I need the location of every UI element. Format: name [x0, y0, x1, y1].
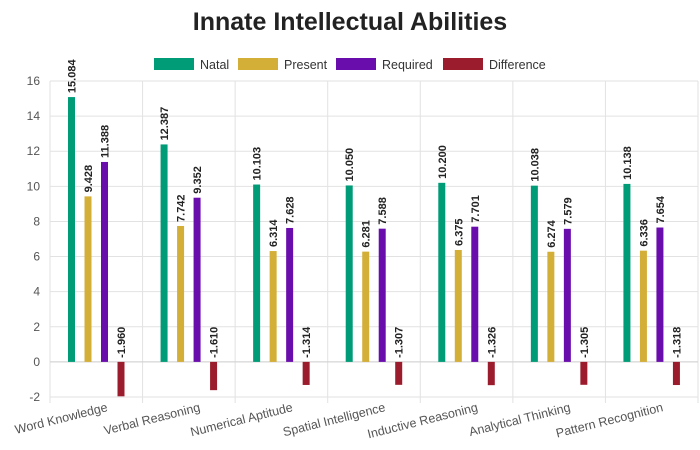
bar-present: [639, 250, 647, 362]
bar-required: [656, 227, 664, 362]
data-label: -1.305: [579, 327, 591, 358]
data-label: 7.588: [377, 197, 389, 225]
bar-difference: [672, 361, 680, 386]
data-label: -1.318: [671, 327, 683, 358]
y-tick-label: 14: [27, 109, 41, 123]
bar-difference: [210, 361, 218, 391]
data-label: 10.200: [437, 145, 449, 179]
data-label: 6.375: [453, 218, 465, 246]
y-tick-label: 2: [33, 320, 40, 334]
bar-natal: [68, 97, 75, 362]
bar-required: [378, 228, 386, 362]
legend-label-difference[interactable]: Difference: [489, 58, 546, 72]
bar-natal: [623, 183, 631, 362]
data-label: 7.701: [470, 195, 482, 223]
bar-natal: [160, 144, 168, 362]
data-label: 6.314: [268, 219, 280, 247]
x-tick-label: Pattern Recognition: [555, 400, 665, 440]
bar-difference: [487, 361, 495, 386]
bar-present: [547, 251, 555, 362]
x-tick-label: Verbal Reasoning: [102, 400, 201, 437]
data-label: 10.038: [529, 148, 541, 182]
bar-required: [471, 226, 479, 362]
data-label: 7.654: [655, 195, 667, 223]
bar-difference: [580, 361, 588, 385]
data-label: -1.307: [394, 327, 406, 358]
bar-present: [454, 249, 462, 362]
x-tick-label: Numerical Aptitude: [189, 400, 294, 439]
bar-present: [177, 225, 185, 362]
bar-present: [84, 196, 92, 362]
bar-present: [362, 251, 370, 362]
data-label: 10.138: [622, 146, 634, 180]
legend: Natal Present Required Difference: [154, 58, 546, 72]
data-label: 6.336: [638, 219, 650, 247]
data-label: 12.387: [159, 107, 171, 141]
data-label: 10.050: [344, 148, 356, 182]
bar-difference: [302, 361, 310, 385]
data-label: -1.326: [486, 327, 498, 358]
x-tick-label: Word Knowledge: [13, 400, 109, 437]
data-label: -1.314: [301, 326, 313, 358]
data-label: 7.742: [176, 194, 188, 222]
bar-present: [269, 251, 277, 362]
data-label: 6.274: [546, 219, 558, 247]
bar-natal: [345, 185, 353, 362]
data-label: 6.281: [361, 220, 373, 248]
y-tick-label: -2: [29, 390, 40, 404]
data-label: 9.352: [192, 166, 204, 194]
data-label: -1.610: [209, 327, 221, 358]
bar-natal: [438, 182, 446, 362]
y-tick-label: 6: [33, 250, 40, 264]
legend-swatch-natal[interactable]: [154, 58, 194, 70]
data-label: 7.628: [285, 196, 297, 224]
data-label: -1.960: [116, 327, 128, 358]
y-tick-label: 4: [33, 285, 40, 299]
bars: [68, 97, 680, 397]
bar-natal: [253, 184, 261, 362]
grid-lines: [49, 80, 699, 403]
bar-required: [563, 228, 571, 362]
data-label: 15.084: [67, 59, 79, 94]
y-tick-label: 12: [27, 144, 41, 158]
data-label: 11.388: [100, 125, 112, 158]
data-label: 9.428: [83, 165, 95, 193]
bar-difference: [117, 361, 125, 397]
y-tick-label: 8: [33, 214, 40, 228]
legend-label-present[interactable]: Present: [284, 58, 328, 72]
bar-difference: [395, 361, 403, 385]
legend-swatch-difference[interactable]: [443, 58, 483, 70]
bar-required: [193, 197, 201, 362]
legend-label-required[interactable]: Required: [382, 58, 433, 72]
data-label: 10.103: [252, 147, 264, 181]
y-tick-label: 10: [27, 179, 41, 193]
legend-swatch-present[interactable]: [238, 58, 278, 70]
data-labels: 15.084 9.428 11.388 -1.960 12.387 7.742 9.352 -…: [67, 59, 684, 358]
legend-swatch-required[interactable]: [336, 58, 376, 70]
data-label: 7.579: [562, 197, 574, 225]
y-tick-label: 16: [27, 74, 41, 88]
bar-natal: [530, 185, 538, 362]
bar-required: [101, 161, 108, 362]
y-tick-label: 0: [33, 355, 40, 369]
bar-required: [286, 227, 294, 362]
legend-label-natal[interactable]: Natal: [200, 58, 229, 72]
chart-title: Innate Intellectual Abilities: [192, 8, 508, 36]
